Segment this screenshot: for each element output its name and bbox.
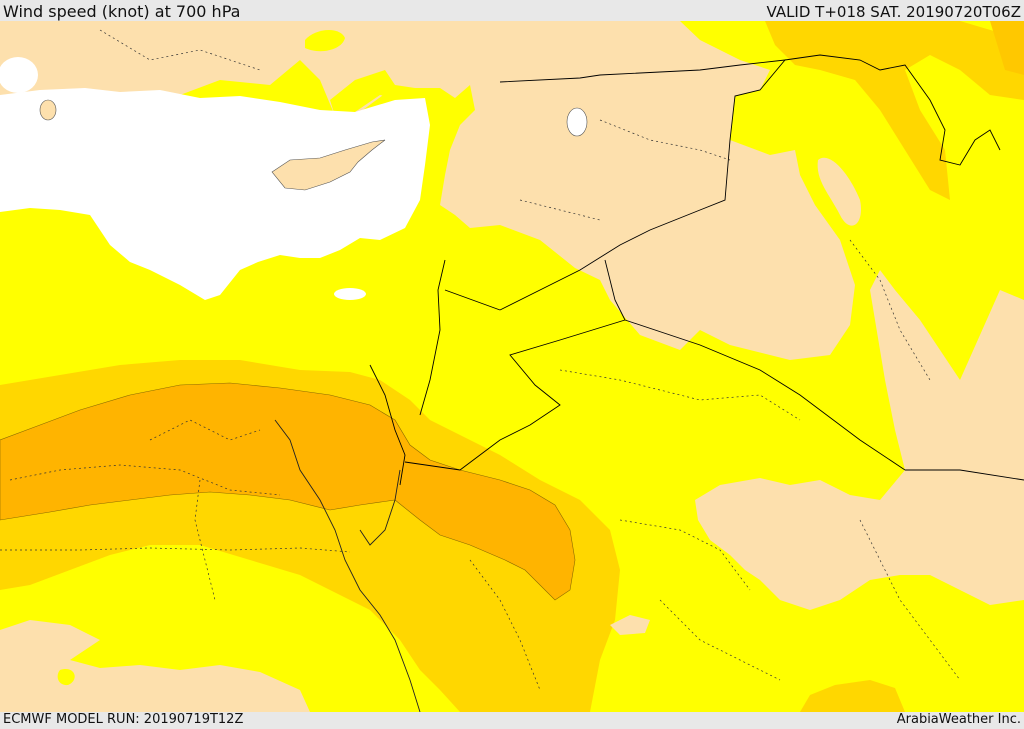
- moderate-wind-blob-north: [305, 29, 345, 52]
- red-sea-coastline-east: [359, 469, 401, 546]
- low-wind-blob-east-1: [817, 157, 861, 226]
- island-small-1: [334, 288, 366, 300]
- map-title: Wind speed (knot) at 700 hPa: [3, 2, 241, 21]
- wind-speed-map[interactable]: [0, 21, 1024, 712]
- cyprus-island: [271, 139, 386, 191]
- moderate-wind-tongue-turkey: [330, 70, 475, 205]
- valid-time: VALID T+018 SAT. 20190720T06Z: [766, 3, 1021, 21]
- very-strong-wind-zone-northeast: [990, 21, 1024, 75]
- footer-bar: ECMWF MODEL RUN: 20190719T12Z ArabiaWeat…: [0, 712, 1024, 729]
- low-wind-zone-east: [870, 270, 1024, 520]
- strong-wind-zone-southeast: [800, 680, 905, 712]
- strong-wind-zone-northeast: [765, 21, 1024, 200]
- low-wind-zone-north: [0, 21, 855, 360]
- moderate-wind-blob-southwest: [57, 668, 75, 686]
- low-wind-zone-saudi: [695, 470, 1024, 610]
- lake-north: [566, 107, 588, 137]
- island-aegean-2: [39, 99, 57, 121]
- mediterranean-sea: [0, 88, 430, 300]
- very-strong-wind-core: [0, 382, 576, 601]
- credit-label: ArabiaWeather Inc.: [896, 712, 1021, 727]
- map-canvas: [0, 21, 1024, 712]
- low-wind-blob-south: [610, 615, 650, 635]
- header-bar: Wind speed (knot) at 700 hPa VALID T+018…: [0, 0, 1024, 21]
- red-sea-coastline: [274, 419, 421, 712]
- country-borders: [369, 54, 1024, 486]
- low-wind-zone-southwest: [0, 620, 310, 712]
- model-run-label: ECMWF MODEL RUN: 20190719T12Z: [3, 712, 244, 727]
- province-boundaries: [0, 29, 961, 691]
- island-aegean: [0, 57, 38, 93]
